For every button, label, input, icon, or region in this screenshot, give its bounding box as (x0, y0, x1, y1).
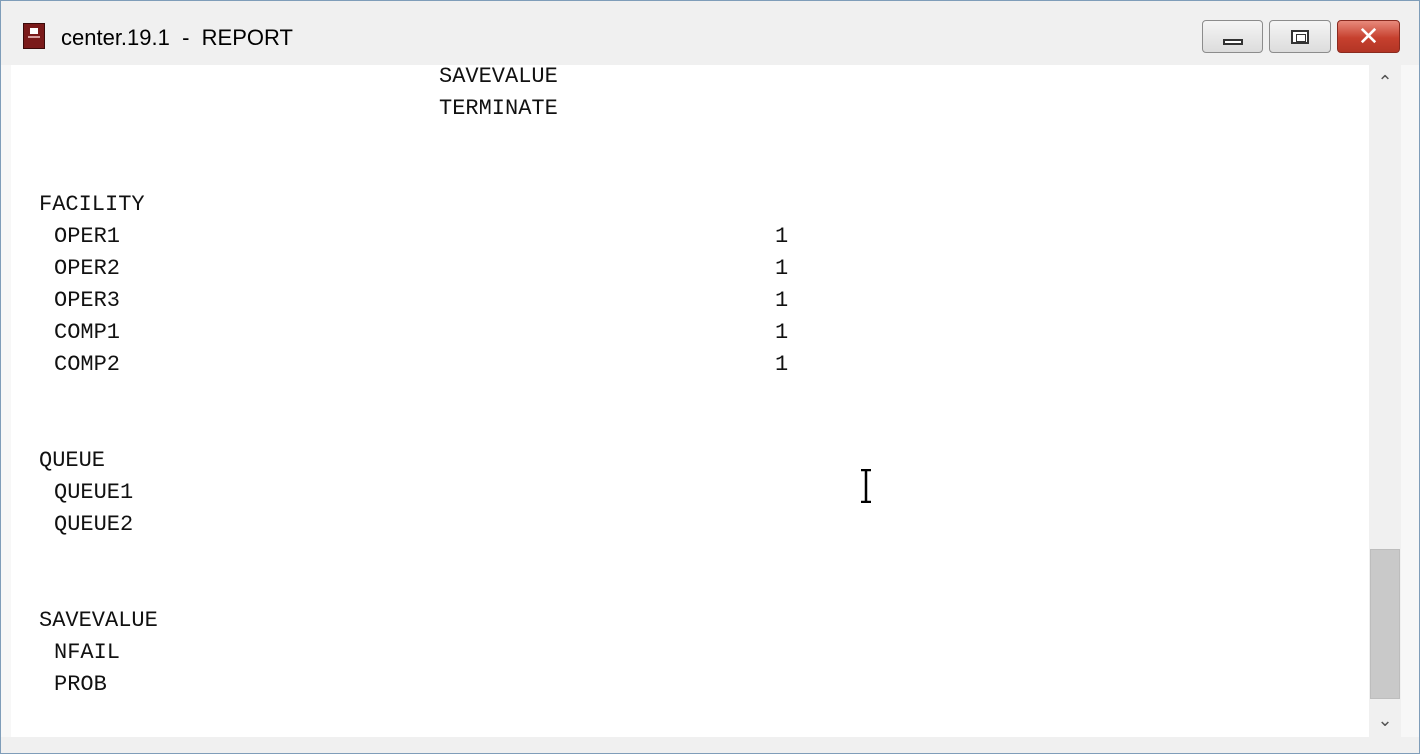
block-type: TERMINATE (439, 96, 558, 121)
facility-cell: OPER3 (54, 288, 121, 313)
close-icon: ✕ (1357, 21, 1380, 52)
maximize-button[interactable] (1269, 20, 1331, 53)
title-bar[interactable]: center.19.1 - REPORT ✕ (1, 1, 1419, 65)
minimize-icon (1222, 38, 1243, 45)
chevron-down-icon: ⌄ (1377, 709, 1393, 731)
window-title: center.19.1 - REPORT (61, 25, 293, 50)
facility-cell: 1 (775, 256, 789, 281)
report-text-area[interactable]: 32SAVEVALUE3000033TERMINATE30000FACILITY… (11, 65, 1369, 737)
facility-header: FACILITY (39, 192, 145, 217)
window-bottom-edge (1, 737, 1419, 753)
queue-cell: QUEUE2 (54, 512, 134, 537)
minimize-button[interactable] (1202, 20, 1263, 53)
savevalue-cell: PROB (54, 672, 107, 697)
savevalue-header: SAVEVALUE (39, 608, 158, 633)
facility-cell: COMP2 (54, 352, 121, 377)
facility-cell: 1 (775, 288, 789, 313)
scroll-down-button[interactable]: ⌄ (1369, 703, 1401, 737)
app-icon[interactable] (23, 23, 45, 49)
vertical-scrollbar[interactable]: ⌃ ⌄ (1369, 65, 1401, 737)
facility-cell: 1 (775, 320, 789, 345)
savevalue-cell: NFAIL (54, 640, 121, 665)
block-type: SAVEVALUE (439, 65, 558, 89)
facility-cell: 1 (775, 224, 789, 249)
facility-cell: OPER2 (54, 256, 121, 281)
queue-header: QUEUE (39, 448, 106, 473)
text-cursor-icon (861, 469, 871, 503)
maximize-icon (1291, 29, 1309, 44)
facility-cell: COMP1 (54, 320, 121, 345)
scrollbar-thumb[interactable] (1370, 549, 1400, 699)
scroll-up-button[interactable]: ⌃ (1369, 65, 1401, 99)
queue-cell: QUEUE1 (54, 480, 134, 505)
chevron-up-icon: ⌃ (1377, 71, 1393, 93)
facility-cell: OPER1 (54, 224, 121, 249)
facility-cell: 1 (775, 352, 789, 377)
close-button[interactable]: ✕ (1337, 20, 1400, 53)
